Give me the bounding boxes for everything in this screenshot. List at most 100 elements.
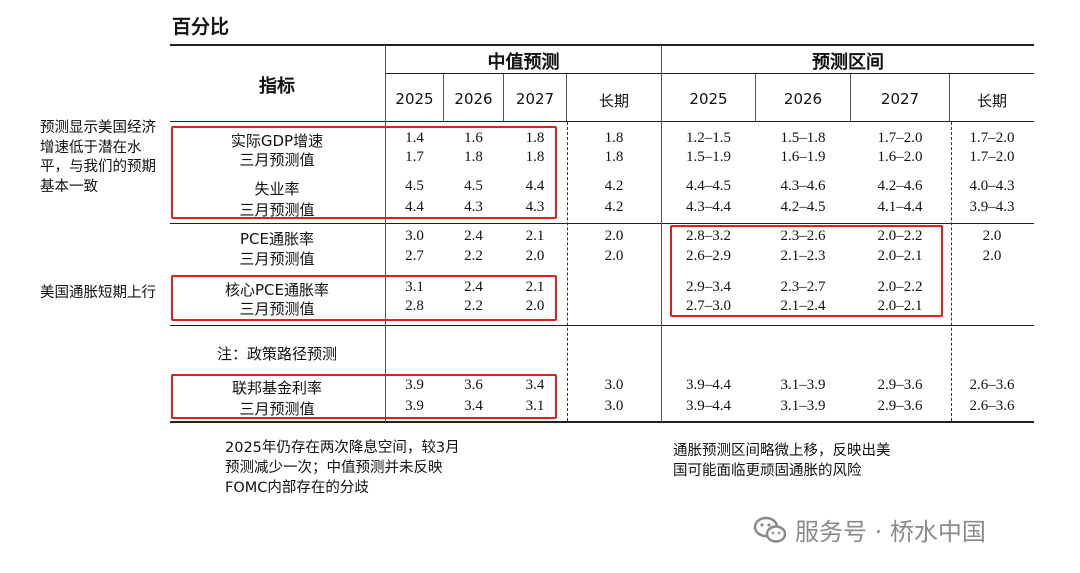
row-label: 三月预测值 [239,400,315,418]
row-label: 三月预测值 [239,300,315,318]
median-value: 3.4 [525,377,545,393]
watermark-text: 服务号 · 桥水中国 [795,518,986,546]
median-value: 3.4 [464,398,483,414]
median-value: 3.1 [525,398,545,414]
median-value: 4.3 [464,199,483,215]
section-rule-1 [170,223,1034,224]
median-col-header: 长期 [598,92,629,110]
caption-line: 2025年仍存在两次降息空间，较3月 [225,440,460,456]
median-value: 1.8 [464,149,483,165]
row-label: 三月预测值 [239,201,315,219]
range-value: 2.6–3.6 [969,398,1015,414]
median-value: 3.6 [464,377,483,393]
range-value: 2.9–3.6 [877,398,923,414]
range-value: 1.6–1.9 [780,149,826,165]
median-value: 4.5 [464,178,483,194]
range-value: 4.3–4.6 [780,178,826,194]
median-value: 3.0 [405,228,424,244]
median-group-header: 中值预测 [487,52,560,73]
median-col-header: 2025 [395,90,434,108]
wechat-icon [753,516,787,543]
range-caption: 通胀预测区间略微上移，反映出美 国可能面临更顽固通胀的风险 [673,441,891,481]
range-value: 2.3–2.6 [780,228,826,244]
header-col-divider [443,74,444,121]
range-value: 2.0–2.2 [877,279,923,295]
unit-label: 百分比 [172,16,230,38]
header-col-divider [755,74,756,121]
median-value: 2.4 [464,228,483,244]
range-value: 4.4–4.5 [686,178,731,194]
range-value: 2.0–2.1 [877,298,923,314]
group-header-rule [385,73,1034,74]
range-value: 2.0–2.2 [877,228,923,244]
header-bottom-rule [170,121,1034,122]
table-top-rule [170,44,1034,46]
median-value: 4.5 [405,178,424,194]
range-value: 3.9–4.4 [686,398,731,414]
range-value: 2.6–3.6 [969,377,1015,393]
range-value: 2.1–2.3 [780,248,826,264]
range-value: 1.6–2.0 [877,149,923,165]
row-label: 核心PCE通胀率 [225,281,329,299]
median-value: 4.3 [525,199,545,215]
highlight-core-pce [171,275,557,321]
row-label: 三月预测值 [239,250,315,268]
median-value: 3.1 [405,279,424,295]
range-value: 1.7–2.0 [969,149,1015,165]
median-value: 2.0 [604,228,624,244]
median-value: 2.1 [525,279,545,295]
range-value: 3.9–4.4 [686,377,731,393]
section-rule-2 [170,325,1034,326]
median-value: 1.4 [405,130,424,146]
median-value: 4.2 [604,178,624,194]
range-col-header: 2025 [689,90,728,108]
header-col-divider [503,74,504,121]
row-label: 实际GDP增速 [230,132,324,150]
range-value: 4.0–4.3 [969,178,1015,194]
range-value: 1.2–1.5 [686,130,731,146]
range-value: 2.1–2.4 [780,298,826,314]
header-col-divider [850,74,851,121]
range-value: 2.9–3.4 [686,279,731,295]
header-col-divider [949,74,950,121]
range-value: 2.3–2.7 [780,279,826,295]
range-value: 2.8–3.2 [686,228,731,244]
row-label: 联邦基金利率 [231,379,322,397]
median-col-header: 2027 [515,90,555,108]
range-value: 1.5–1.9 [686,149,731,165]
median-value: 1.7 [405,149,424,165]
table-bottom-rule [170,421,1034,423]
range-col-header: 2026 [783,90,823,108]
range-value: 3.1–3.9 [780,398,826,414]
median-value: 1.8 [604,130,624,146]
median-value: 3.9 [405,377,424,393]
row-label: 失业率 [254,180,300,198]
median-value: 1.8 [604,149,624,165]
rates-caption: 2025年仍存在两次降息空间，较3月 预测减少一次；中值预测并未反映 FOMC内… [225,438,460,498]
row-label: 三月预测值 [239,151,315,169]
median-value: 2.2 [464,298,483,314]
median-value: 1.8 [525,149,545,165]
group-divider [661,45,662,422]
caption-line: FOMC内部存在的分歧 [225,480,369,496]
range-value: 3.9–4.3 [969,199,1015,215]
median-value: 1.8 [525,130,545,146]
range-value: 4.2–4.6 [877,178,923,194]
indicator-header: 指标 [259,76,295,97]
range-value: 4.1–4.4 [877,199,923,215]
highlight-fed-funds [171,374,557,419]
median-value: 2.0 [604,248,624,264]
median-value: 4.4 [525,178,545,194]
range-value: 2.0 [982,248,1002,264]
watermark: 服务号 · 桥水中国 [753,512,986,547]
caption-line: 通胀预测区间略微上移，反映出美 [673,443,891,459]
median-value: 2.0 [525,248,545,264]
highlight-inflation-range [670,225,943,317]
range-col-header: 长期 [976,92,1007,110]
highlight-growth-unemployment [171,126,557,219]
median-value: 2.2 [464,248,483,264]
median-value: 3.0 [604,377,624,393]
inflation-annotation: 美国通胀短期上行 [40,285,156,301]
longrun-dashed-divider [951,122,952,421]
